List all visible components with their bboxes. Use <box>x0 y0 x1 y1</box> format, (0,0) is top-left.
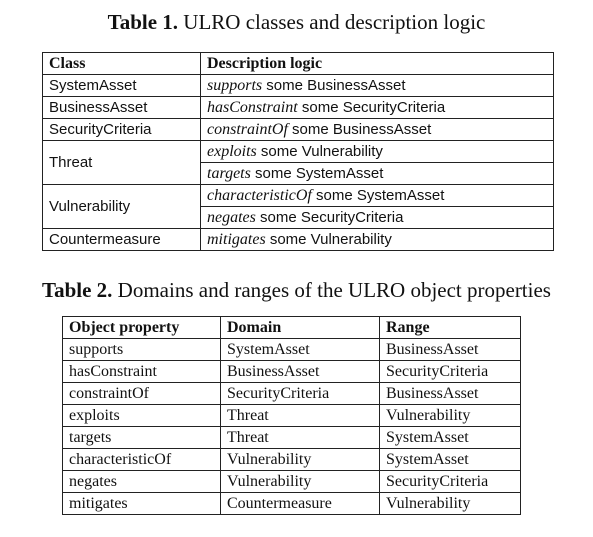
object-property-term: hasConstraint <box>207 98 298 116</box>
description-logic-cell: exploits some Vulnerability <box>200 140 554 163</box>
domain-cell: Vulnerability <box>220 470 380 493</box>
description-logic-cell: hasConstraint some SecurityCriteria <box>200 96 554 119</box>
description-logic-cell: mitigates some Vulnerability <box>200 228 554 251</box>
domain-cell: SecurityCriteria <box>220 382 380 405</box>
table1-body: SystemAsset supports some BusinessAsset Bu… <box>42 74 554 251</box>
restriction-text: some SecurityCriteria <box>255 208 404 226</box>
domain-cell: BusinessAsset <box>220 360 380 383</box>
class-cell: Threat <box>42 140 201 185</box>
table2-body: supports SystemAsset BusinessAsset hasConst… <box>62 338 521 515</box>
object-property-term: constraintOf <box>207 120 288 138</box>
domain-cell: Threat <box>220 404 380 427</box>
table-row: negates Vulnerability SecurityCriteria <box>62 470 521 493</box>
restriction-text: some SecurityCriteria <box>297 98 446 116</box>
table1-caption-text: ULRO classes and description logic <box>183 10 486 34</box>
restriction-text: some Vulnerability <box>256 142 383 160</box>
table-row: negates some SecurityCriteria <box>43 206 554 229</box>
table-header-row: Object property Domain Range <box>62 316 521 339</box>
restriction-text: some SystemAsset <box>311 186 445 204</box>
class-cell: SecurityCriteria <box>42 118 201 141</box>
range-cell: SystemAsset <box>379 426 521 449</box>
class-cell: BusinessAsset <box>42 96 201 119</box>
description-logic-cell: supports some BusinessAsset <box>200 74 554 97</box>
header-object-property: Object property <box>62 316 221 339</box>
table2-caption-label: Table 2. <box>42 278 113 302</box>
table-row: characteristicOf Vulnerability SystemAsset <box>62 448 521 471</box>
table-row: mitigates Countermeasure Vulnerability <box>62 492 521 515</box>
object-property-term: targets <box>207 164 251 182</box>
table-row: SecurityCriteria constraintOf some Busine… <box>42 118 554 141</box>
table2-caption: Table 2. Domains and ranges of the ULRO … <box>0 278 593 302</box>
range-cell: SystemAsset <box>379 448 521 471</box>
table1-caption-label: Table 1. <box>107 10 179 34</box>
ulro-properties-table: Object property Domain Range supports Sys… <box>62 316 521 515</box>
restriction-text: some SystemAsset <box>250 164 384 182</box>
restriction-text: some Vulnerability <box>265 230 392 248</box>
table1-caption: Table 1. ULRO classes and description lo… <box>0 10 593 34</box>
description-logic-cell: negates some SecurityCriteria <box>200 206 554 229</box>
header-domain: Domain <box>220 316 380 339</box>
description-logic-cell: characteristicOf some SystemAsset <box>200 184 554 207</box>
range-cell: SecurityCriteria <box>379 360 521 383</box>
ulro-classes-table: Class Description logic SystemAsset suppo… <box>42 52 554 251</box>
class-cell: Vulnerability <box>42 184 201 229</box>
object-property-cell: mitigates <box>62 492 221 515</box>
table-row: Threat exploits some Vulnerability <box>42 140 554 185</box>
object-property-cell: exploits <box>62 404 221 427</box>
domain-cell: SystemAsset <box>220 338 380 361</box>
range-cell: Vulnerability <box>379 404 521 427</box>
object-property-cell: hasConstraint <box>62 360 221 383</box>
table-row: BusinessAsset hasConstraint some Security… <box>42 96 554 119</box>
domain-cell: Vulnerability <box>220 448 380 471</box>
table-row: targets Threat SystemAsset <box>62 426 521 449</box>
object-property-cell: constraintOf <box>62 382 221 405</box>
table-row: hasConstraint BusinessAsset SecurityCriter… <box>62 360 521 383</box>
object-property-term: supports <box>207 76 263 94</box>
description-logic-cell: constraintOf some BusinessAsset <box>200 118 554 141</box>
object-property-term: mitigates <box>207 230 266 248</box>
restriction-text: some BusinessAsset <box>262 76 406 94</box>
object-property-cell: supports <box>62 338 221 361</box>
object-property-cell: negates <box>62 470 221 493</box>
description-logic-cell: targets some SystemAsset <box>200 162 554 185</box>
object-property-cell: characteristicOf <box>62 448 221 471</box>
table-row: SystemAsset supports some BusinessAsset <box>42 74 554 97</box>
range-cell: BusinessAsset <box>379 338 521 361</box>
class-cell: SystemAsset <box>42 74 201 97</box>
table-row: supports SystemAsset BusinessAsset <box>62 338 521 361</box>
range-cell: BusinessAsset <box>379 382 521 405</box>
table-row: exploits Threat Vulnerability <box>62 404 521 427</box>
table2-caption-text: Domains and ranges of the ULRO object pr… <box>117 278 551 302</box>
header-description-logic: Description logic <box>200 52 554 75</box>
table-row: constraintOf SecurityCriteria BusinessAsse… <box>62 382 521 405</box>
table-row: Countermeasure mitigates some Vulnerabili… <box>42 228 554 251</box>
header-class: Class <box>42 52 201 75</box>
range-cell: Vulnerability <box>379 492 521 515</box>
object-property-cell: targets <box>62 426 221 449</box>
object-property-term: characteristicOf <box>207 186 312 204</box>
table-row: Vulnerability characteristicOf some Syste… <box>42 184 554 229</box>
restriction-text: some BusinessAsset <box>287 120 432 138</box>
domain-cell: Threat <box>220 426 380 449</box>
table-header-row: Class Description logic <box>42 52 554 75</box>
range-cell: SecurityCriteria <box>379 470 521 493</box>
object-property-term: negates <box>207 208 256 226</box>
domain-cell: Countermeasure <box>220 492 380 515</box>
class-cell: Countermeasure <box>42 228 201 251</box>
object-property-term: exploits <box>207 142 257 160</box>
header-range: Range <box>379 316 521 339</box>
